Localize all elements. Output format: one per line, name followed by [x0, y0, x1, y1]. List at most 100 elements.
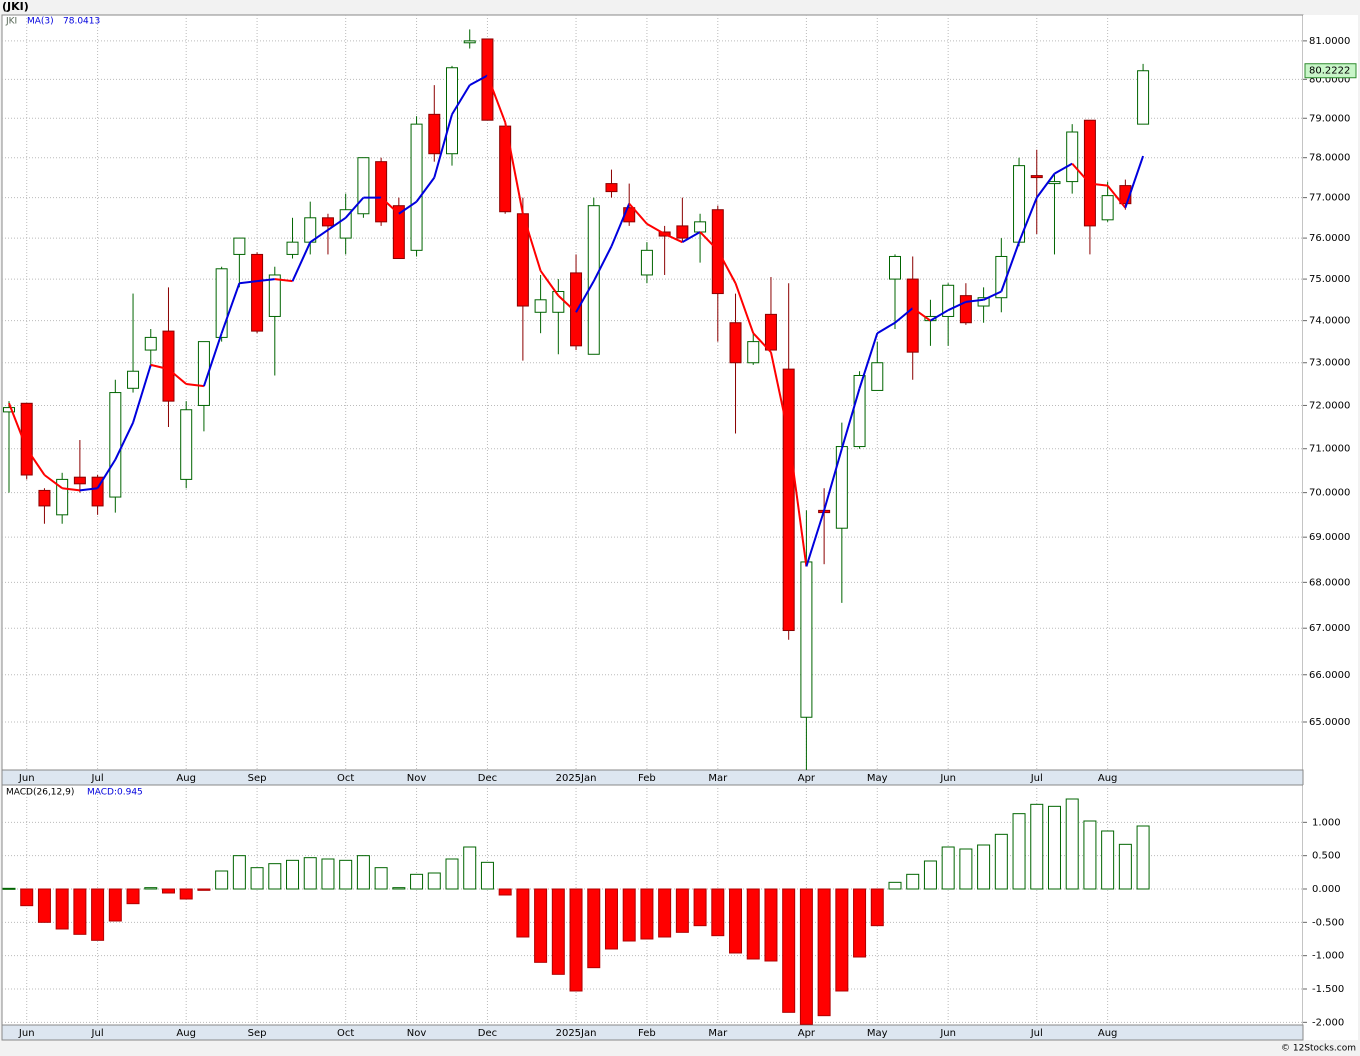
ma-segment [610, 203, 631, 247]
ma-segment [220, 282, 241, 334]
x-tick-label: Aug [176, 773, 196, 784]
y-tick-label: 72.0000 [1309, 400, 1350, 411]
y-tick-label: 68.0000 [1309, 577, 1350, 588]
macd-bar [1012, 813, 1026, 890]
candle-body [906, 278, 919, 353]
macd-axis-area [1303, 785, 1358, 1040]
macd-bar [658, 888, 672, 938]
macd-bar [463, 846, 477, 890]
x-tick-label: Oct [337, 1028, 354, 1039]
y-tick-label: 81.0000 [1309, 36, 1350, 47]
ma-segment [504, 121, 524, 214]
x-tick-label: Jun [18, 1028, 35, 1039]
macd-bar [445, 858, 459, 890]
ma-segment [486, 75, 507, 123]
macd-bar [498, 888, 512, 896]
candle-body [782, 368, 795, 632]
candle-body [800, 561, 813, 718]
x-tick-label: Jul [1030, 773, 1043, 784]
y-tick-label: -1.000 [1312, 951, 1344, 962]
macd-bar [73, 888, 87, 935]
candle-body [889, 255, 901, 280]
macd-bar [392, 887, 406, 890]
candle-body [233, 237, 246, 255]
candle-body [410, 123, 423, 251]
x-tick-label: 2025Jan [556, 1028, 597, 1039]
macd-bar [55, 888, 69, 930]
candle-body [534, 299, 547, 313]
candle-body [127, 370, 140, 389]
candle-body [339, 209, 352, 239]
macd-bar [640, 888, 654, 940]
candle-body [180, 409, 193, 480]
ma-segment [327, 216, 347, 231]
macd-bar [480, 861, 494, 890]
ma-segment [1106, 184, 1127, 209]
plot-layer: 65.0000 66.0000 67.0000 68.0000 69.0000 70.00… [2, 15, 1357, 1039]
macd-bar [923, 860, 937, 890]
ma-segment [823, 448, 843, 511]
candle-body [56, 478, 69, 516]
ma-segment [96, 459, 117, 489]
candle-body [3, 407, 15, 413]
x-tick-label: Sep [248, 773, 267, 784]
x-tick-label: Apr [798, 773, 816, 784]
x-tick-label: Mar [708, 773, 728, 784]
y-tick-label: -2.000 [1312, 1017, 1344, 1028]
ma-segment [681, 231, 701, 244]
candle-body [729, 322, 742, 364]
candle-body [144, 336, 157, 351]
macd-bar [197, 888, 211, 891]
ma-segment [8, 402, 28, 450]
candle-body [109, 392, 122, 498]
candle-body [605, 183, 618, 193]
candle-body [942, 284, 955, 317]
macd-bar [569, 888, 583, 992]
macd-bar [782, 888, 796, 1013]
macd-bar [799, 888, 813, 1025]
ma-segment [876, 321, 896, 335]
macd-bar [534, 888, 548, 963]
candle-body [463, 40, 476, 44]
macd-bar [215, 870, 229, 890]
macd-bar [179, 888, 193, 900]
ma-segment [1053, 162, 1073, 175]
macd-bar [1118, 843, 1132, 890]
candle-body [640, 249, 653, 276]
macd-bar [2, 887, 16, 890]
ma-segment [256, 278, 275, 283]
y-tick-label: -1.500 [1312, 984, 1344, 995]
macd-bar [250, 867, 264, 890]
ma-segment [646, 222, 666, 235]
candle-body [1048, 181, 1061, 185]
macd-bar [729, 888, 743, 954]
last-price-label: 80.2222 [1309, 66, 1350, 77]
macd-bar [37, 888, 51, 923]
ma-segment [433, 114, 453, 178]
candle-body [251, 253, 264, 332]
candle-body [197, 341, 210, 406]
macd-bar [817, 888, 831, 1017]
y-tick-label: 67.0000 [1309, 623, 1350, 634]
macd-bar [622, 888, 636, 942]
ma-segment [239, 280, 258, 285]
macd-bar [693, 888, 707, 927]
y-tick-label: 77.0000 [1309, 193, 1350, 204]
x-tick-label: Jul [1030, 1028, 1043, 1039]
macd-bar [959, 848, 973, 890]
ma-segment [1071, 162, 1091, 185]
ma-segment [983, 290, 1002, 301]
macd-bar [161, 888, 175, 894]
y-tick-label: 69.0000 [1309, 532, 1350, 543]
macd-bar [268, 863, 282, 890]
chart-title: (JKI) [2, 0, 29, 13]
ma-segment [43, 474, 63, 490]
y-tick-label: 1.000 [1312, 817, 1341, 828]
macd-bar [604, 888, 618, 950]
ma-segment [1035, 173, 1056, 199]
x-tick-label: Jun [939, 1028, 956, 1039]
ma-segment [965, 298, 984, 303]
macd-bar [994, 833, 1008, 890]
